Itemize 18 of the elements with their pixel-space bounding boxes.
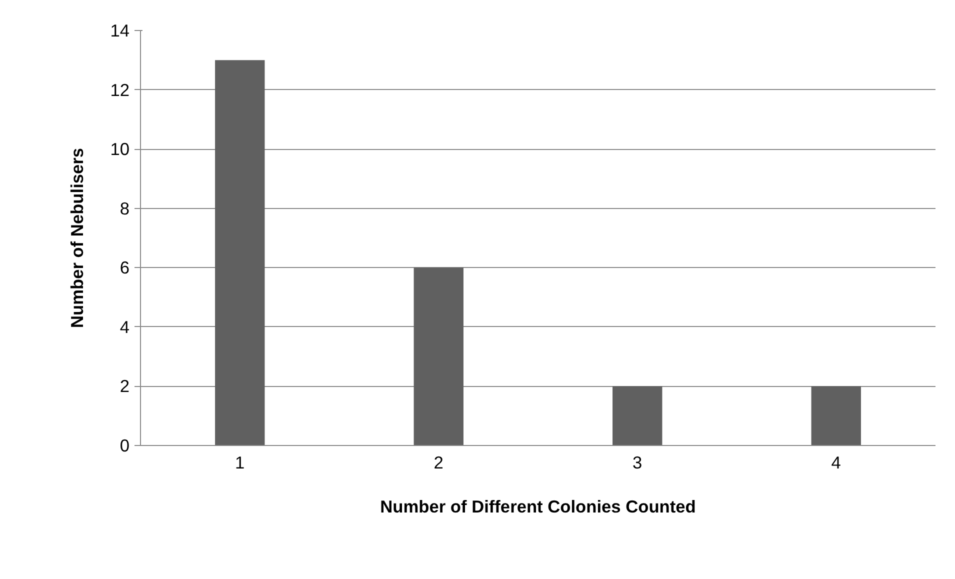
y-tick-label: 8 [120,198,130,218]
bar [811,386,861,446]
y-tick-label: 4 [120,316,130,337]
bar [612,386,662,446]
y-tick-label: 12 [110,80,130,100]
y-tick-label: 10 [110,139,130,160]
y-axis-title: Number of Nebulisers [67,148,88,328]
x-tick-label: 4 [831,452,842,472]
x-tick-label: 1 [235,452,245,472]
y-tick-label: 2 [120,376,130,396]
x-tick-label: 2 [434,452,444,472]
x-tick-label: 3 [632,452,642,472]
y-tick-label: 0 [120,436,130,456]
bar [414,268,464,446]
y-tick-label: 14 [110,20,130,40]
bar [215,60,265,446]
x-axis-title: Number of Different Colonies Counted [380,496,696,516]
y-tick-label: 6 [120,258,130,278]
